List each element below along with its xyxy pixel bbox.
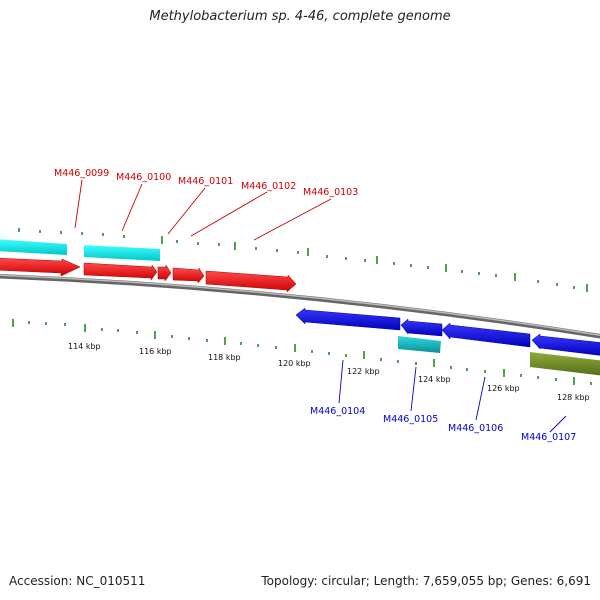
tick-label: 126 kbp xyxy=(487,384,520,393)
forward-label-leaders xyxy=(74,179,332,241)
cds-arrow-fwd[interactable] xyxy=(0,257,81,277)
rna-feature-reverse[interactable] xyxy=(398,336,441,353)
gene-label[interactable]: M446_0099 xyxy=(54,168,109,179)
tick-label: 122 kbp xyxy=(347,367,380,376)
rna-feature[interactable] xyxy=(84,245,160,261)
tick-label: 124 kbp xyxy=(418,375,451,384)
cds-arrow-fwd[interactable] xyxy=(205,270,297,293)
reverse-cds-features xyxy=(295,307,600,356)
gene-label[interactable]: M446_0100 xyxy=(116,172,171,183)
genome-stats-text: Topology: circular; Length: 7,659,055 bp… xyxy=(261,574,591,588)
cds-arrow-rev[interactable] xyxy=(295,307,401,331)
forward-gene-labels: M446_0099 M446_0100 M446_0101 M446_0102 … xyxy=(54,168,358,198)
cds-arrow-fwd[interactable] xyxy=(172,267,205,284)
genome-backbone-highlight xyxy=(0,274,600,336)
reverse-label-leaders xyxy=(338,359,567,433)
cds-arrow-fwd[interactable] xyxy=(157,264,172,282)
forward-rna-features xyxy=(0,239,160,261)
tick-label: 118 kbp xyxy=(208,353,241,362)
accession-text: Accession: NC_010511 xyxy=(9,574,146,588)
map-title: Methylobacterium sp. 4-46, complete geno… xyxy=(149,9,451,24)
gene-label[interactable]: M446_0107 xyxy=(521,432,576,443)
tick-label: 128 kbp xyxy=(557,393,590,402)
tick-label: 120 kbp xyxy=(278,359,311,368)
gene-label[interactable]: M446_0103 xyxy=(303,187,358,198)
other-feature[interactable] xyxy=(530,352,600,376)
cds-arrow-rev[interactable] xyxy=(400,318,443,337)
gene-label[interactable]: M446_0105 xyxy=(383,414,438,425)
rna-feature[interactable] xyxy=(0,239,67,255)
gene-label[interactable]: M446_0104 xyxy=(310,406,365,417)
forward-cds-features xyxy=(0,257,297,293)
tick-labels: 114 kbp 116 kbp 118 kbp 120 kbp 122 kbp … xyxy=(68,342,590,402)
cds-arrow-rev[interactable] xyxy=(531,333,600,356)
cds-arrow-rev[interactable] xyxy=(441,322,531,348)
gene-label[interactable]: M446_0101 xyxy=(178,176,233,187)
genome-backbone xyxy=(0,273,600,339)
inner-tick-row xyxy=(12,319,592,385)
outer-tick-row xyxy=(18,228,588,292)
gene-label[interactable]: M446_0106 xyxy=(448,423,503,434)
gene-label[interactable]: M446_0102 xyxy=(241,181,296,192)
reverse-gene-labels: M446_0104 M446_0105 M446_0106 M446_0107 xyxy=(310,406,576,443)
tick-label: 116 kbp xyxy=(139,347,172,356)
cds-arrow-fwd[interactable] xyxy=(83,262,158,281)
tick-label: 114 kbp xyxy=(68,342,101,351)
